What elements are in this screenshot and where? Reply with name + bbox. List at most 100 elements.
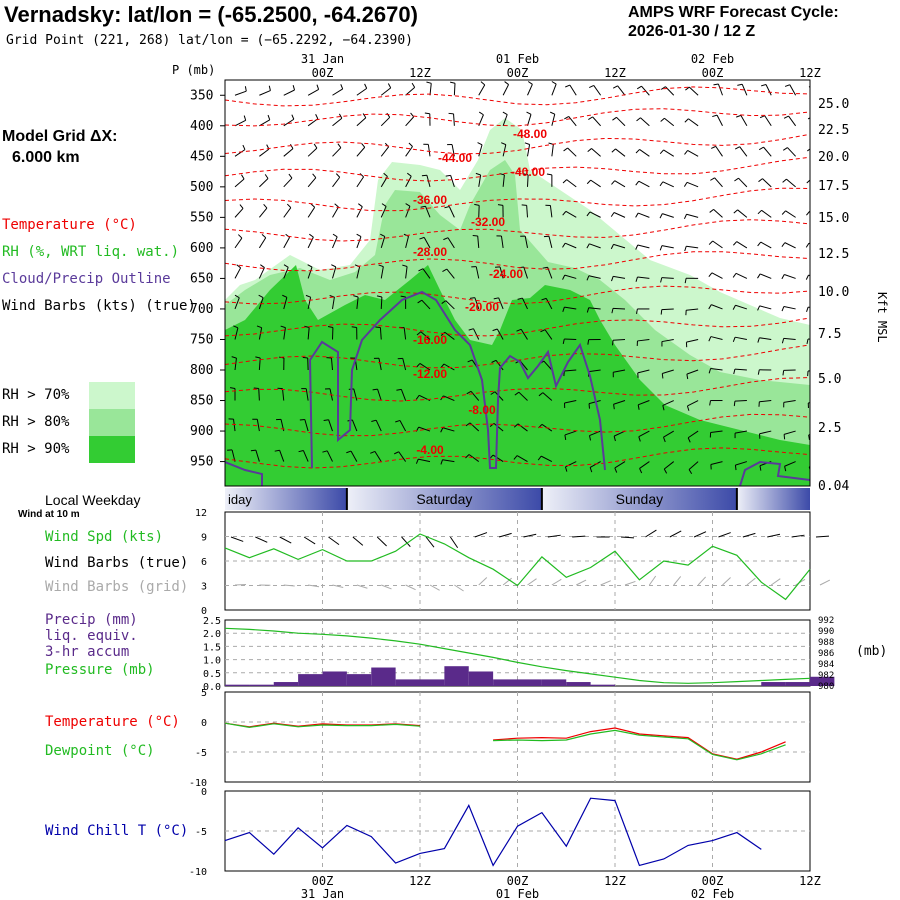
- wind-barb-staff: [380, 236, 386, 249]
- wind-barb: [474, 203, 480, 218]
- wind-barb-feather: [280, 325, 286, 329]
- wind-barb-staff: [374, 451, 382, 462]
- wind-barb-staff: [419, 363, 431, 371]
- wind-barb-true: [523, 533, 537, 538]
- wind-barb-feather: [612, 116, 617, 121]
- wind-barb-staff: [527, 114, 532, 126]
- pressure-ytick: 992: [818, 616, 834, 626]
- weekday-label: Sunday: [616, 491, 663, 507]
- wind-barb-staff: [613, 243, 626, 249]
- wind-barb-staff: [612, 338, 626, 341]
- wind-barb-staff: [502, 174, 505, 187]
- wind-barb-feather: [709, 208, 714, 213]
- wind-barb-feather: [502, 111, 508, 115]
- wind-barb-feather: [660, 277, 663, 283]
- wind-barb-feather: [258, 294, 264, 298]
- wind-barb-feather: [298, 450, 304, 453]
- wind-barb-feather: [467, 359, 473, 363]
- wind-barb: [784, 84, 797, 96]
- wind-barb: [375, 326, 382, 340]
- wind-barb-feather: [733, 369, 736, 375]
- cloud-precip-outline: [225, 290, 810, 486]
- wind-barb: [563, 147, 577, 157]
- wind-barb: [329, 295, 335, 310]
- wind-barb-staff: [735, 336, 747, 340]
- temperature-contour: [225, 86, 810, 107]
- wind-barb-staff: [356, 117, 367, 127]
- precip-bar: [249, 684, 274, 686]
- wind-barb-staff: [353, 388, 358, 401]
- wind-barb-feather: [307, 264, 313, 268]
- wind-barb-staff: [617, 85, 626, 96]
- wind-barb-staff: [405, 176, 412, 188]
- wind-barb-feather: [713, 83, 719, 86]
- wind-panel-ytick: 6: [201, 557, 207, 568]
- wind-barb-staff: [613, 369, 626, 373]
- wind-barb: [808, 86, 810, 88]
- wind-barb: [758, 178, 772, 188]
- wind-barb: [302, 356, 309, 371]
- wind-barb: [613, 430, 626, 442]
- wind-barb: [783, 115, 797, 127]
- wind-barb-staff: [613, 430, 626, 437]
- wind-barb-staff: [258, 267, 265, 279]
- wind-barb-grid: [576, 579, 587, 586]
- wind-barb: [415, 458, 431, 464]
- weekday-label: iday: [228, 492, 252, 507]
- wind-barb-staff: [350, 450, 358, 462]
- wind-barb-feather: [332, 233, 338, 238]
- wind-barb-staff: [326, 450, 333, 462]
- temperature-contour-label: -28.00: [413, 245, 447, 259]
- wind-barb: [405, 203, 411, 218]
- wind-barb-feather: [465, 454, 470, 459]
- wind-barb-feather: [327, 325, 334, 328]
- wind-barb-feather: [356, 233, 362, 238]
- wind-barb-staff: [302, 450, 309, 462]
- wind-barb-feather: [497, 204, 503, 206]
- wind-barb: [370, 450, 382, 462]
- wind-barb-feather: [335, 173, 341, 178]
- height-tick: 15.0: [818, 211, 849, 226]
- wind-barb-staff: [741, 84, 748, 96]
- wind-barb-feather: [586, 243, 590, 249]
- wind-barb-feather: [663, 468, 668, 474]
- wind-barb-feather: [480, 81, 486, 86]
- wind-barb: [783, 400, 796, 408]
- wind-barb-staff: [402, 358, 407, 371]
- precip-bar: [761, 682, 786, 686]
- wind-barb-feather: [710, 177, 715, 181]
- wind-barb-feather: [757, 305, 761, 311]
- pressure-tick: 850: [190, 394, 213, 409]
- wind-barb: [523, 173, 529, 187]
- wind-barb: [635, 212, 650, 218]
- wind-barb: [543, 235, 553, 249]
- wind-barb-staff: [420, 331, 431, 340]
- wind-barb-feather: [282, 294, 288, 298]
- wind-barb: [327, 325, 334, 340]
- grid-point-label: Grid Point (221, 268) lat/lon = (−65.229…: [6, 33, 413, 48]
- wind-barb-feather: [564, 466, 568, 472]
- wind-barb-staff: [450, 175, 455, 187]
- wind-barb: [587, 338, 601, 345]
- wind-barb-staff: [543, 360, 553, 371]
- wind-barb: [394, 451, 407, 462]
- wind-barb: [761, 83, 772, 96]
- wind-barb: [477, 142, 483, 157]
- wind-barb-feather: [611, 148, 616, 153]
- wind-barb-feather: [708, 240, 714, 245]
- wind-barb-feather: [243, 115, 247, 121]
- precip-bar: [273, 682, 299, 686]
- wind-barb: [440, 459, 455, 465]
- wind-barb-feather: [612, 340, 614, 346]
- wind-barb-feather: [372, 388, 378, 391]
- wind-barb-staff: [734, 430, 747, 434]
- wind-barb-true: [815, 535, 830, 538]
- wind-barb-feather: [562, 306, 565, 312]
- wind-barb-staff: [234, 149, 246, 157]
- wind-barb-feather: [309, 233, 314, 238]
- wind-barb-staff: [523, 266, 528, 279]
- wind-barb: [564, 430, 577, 440]
- top-time-tick: 12Z: [604, 66, 626, 80]
- wind-barb-feather: [521, 204, 527, 206]
- bottom-date-label: 31 Jan: [301, 887, 344, 900]
